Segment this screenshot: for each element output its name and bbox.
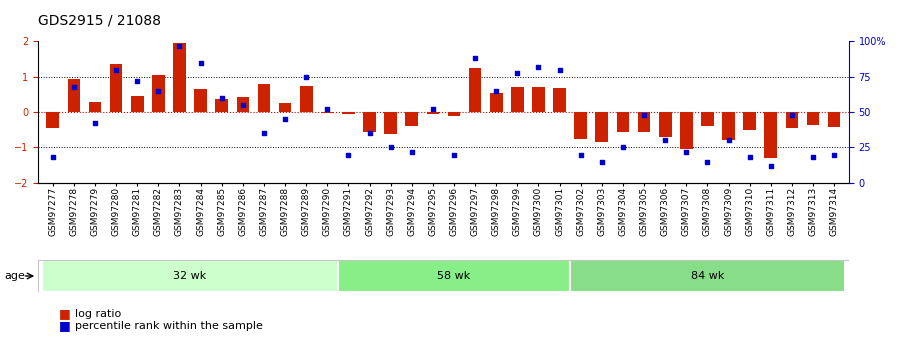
Point (700, 159, 715, 165)
Bar (616, 112, 629, 131)
Bar (828, 112, 841, 127)
Point (235, 102, 250, 108)
Point (130, 78, 145, 84)
Bar (195, 89, 207, 112)
Point (742, 155, 757, 160)
Bar (532, 87, 545, 112)
Point (615, 145, 630, 150)
Bar (258, 84, 271, 112)
Point (67, 84, 81, 89)
Point (362, 130, 376, 136)
Bar (511, 87, 524, 112)
Text: 58 wk: 58 wk (437, 271, 471, 281)
Text: log ratio: log ratio (75, 309, 121, 319)
Bar (89, 101, 101, 112)
Bar (68, 79, 81, 112)
Point (764, 163, 778, 169)
Point (405, 149, 419, 155)
Point (278, 116, 292, 122)
Bar (405, 112, 418, 126)
Point (88, 121, 102, 126)
Bar (701, 112, 714, 126)
Point (172, 43, 186, 48)
Bar (743, 112, 756, 130)
Bar (363, 112, 376, 131)
Bar (152, 75, 165, 112)
Bar (279, 102, 291, 112)
Bar (490, 93, 502, 112)
Point (341, 152, 356, 157)
Text: ■: ■ (59, 319, 71, 333)
Point (151, 88, 166, 93)
Bar (321, 112, 334, 113)
Point (214, 95, 229, 101)
Bar (638, 112, 651, 131)
Point (45, 155, 60, 160)
Bar (722, 112, 735, 140)
Point (109, 67, 123, 72)
Bar (110, 65, 122, 112)
Point (574, 152, 588, 157)
Bar (385, 112, 397, 134)
Point (679, 149, 693, 155)
Point (510, 70, 525, 75)
Bar (46, 112, 59, 128)
Point (384, 145, 398, 150)
Bar (786, 112, 798, 128)
Bar (806, 112, 819, 125)
Text: ■: ■ (59, 307, 71, 321)
Point (320, 107, 335, 112)
Bar (659, 112, 672, 137)
Bar (131, 96, 144, 112)
Text: percentile rank within the sample: percentile rank within the sample (75, 321, 263, 331)
Bar (338, 260, 570, 292)
Text: 84 wk: 84 wk (691, 271, 724, 281)
Point (425, 107, 440, 112)
Bar (570, 260, 844, 292)
Bar (173, 43, 186, 112)
Bar (448, 112, 461, 116)
Point (805, 155, 820, 160)
Point (194, 60, 208, 66)
Point (827, 152, 842, 157)
Bar (680, 112, 692, 149)
Bar (575, 112, 587, 139)
Text: GDS2915 / 21088: GDS2915 / 21088 (38, 14, 161, 28)
Bar (469, 68, 481, 112)
Text: age: age (5, 271, 25, 281)
Bar (43, 260, 338, 292)
Text: 32 wk: 32 wk (174, 271, 206, 281)
Bar (342, 112, 355, 114)
Point (595, 159, 609, 165)
Point (637, 112, 652, 118)
Point (257, 130, 272, 136)
Point (531, 64, 546, 70)
Point (658, 138, 672, 143)
Bar (236, 97, 249, 112)
Point (489, 88, 503, 93)
Point (552, 67, 567, 72)
Point (468, 56, 482, 61)
Point (721, 138, 736, 143)
Bar (595, 112, 608, 142)
Bar (553, 88, 566, 112)
Bar (426, 112, 439, 114)
Point (299, 74, 313, 79)
Bar (765, 112, 777, 158)
Bar (300, 86, 312, 112)
Bar (215, 99, 228, 112)
Point (785, 112, 799, 118)
Point (447, 152, 462, 157)
